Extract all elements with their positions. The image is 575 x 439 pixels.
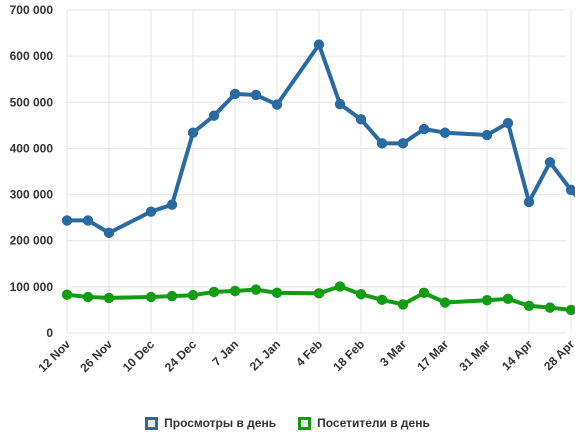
data-point-0[interactable] — [334, 98, 346, 110]
data-point-1[interactable] — [187, 289, 199, 301]
data-point-0[interactable] — [103, 227, 115, 239]
data-point-0[interactable] — [250, 89, 262, 101]
data-point-1[interactable] — [355, 289, 367, 300]
data-point-1[interactable] — [166, 290, 178, 302]
data-point-0[interactable] — [229, 88, 241, 100]
data-point-0[interactable] — [271, 99, 283, 110]
data-point-1[interactable] — [418, 287, 430, 299]
data-point-1[interactable] — [481, 295, 493, 306]
data-point-1[interactable] — [229, 285, 241, 297]
legend-label-views: Просмотры в день — [164, 416, 277, 430]
x-axis-ticks: 12 Nov 26 Nov 10 Dec 24 Dec 7 Jan 21 Jan 4 Feb… — [35, 337, 575, 375]
x-tick-label: 7 Jan — [210, 337, 242, 369]
x-tick-label: 10 Dec — [120, 337, 157, 374]
data-point-1[interactable] — [103, 292, 115, 304]
data-point-1[interactable] — [313, 288, 325, 299]
data-point-1[interactable] — [502, 293, 514, 305]
legend-item-visitors[interactable]: Посетители в день — [298, 416, 430, 430]
line-chart: 0 100 000 200 000 300 000 400 000 500 000 600 … — [10, 3, 575, 375]
y-tick-label: 100 000 — [10, 280, 54, 294]
data-point-1[interactable] — [82, 291, 94, 303]
y-axis-ticks: 0 100 000 200 000 300 000 400 000 500 000 600 … — [10, 3, 54, 340]
data-point-1[interactable] — [61, 289, 73, 300]
data-point-1[interactable] — [523, 300, 535, 311]
y-tick-label: 300 000 — [10, 188, 54, 202]
data-point-0[interactable] — [481, 129, 493, 141]
series-line-0 — [65, 42, 575, 235]
data-point-0[interactable] — [502, 117, 514, 129]
data-point-0[interactable] — [166, 199, 178, 210]
data-point-1[interactable] — [271, 287, 283, 299]
x-tick-label: 26 Nov — [77, 337, 115, 375]
data-point-1[interactable] — [250, 284, 262, 295]
y-tick-label: 500 000 — [10, 95, 54, 109]
data-point-0[interactable] — [355, 114, 367, 125]
data-point-0[interactable] — [418, 123, 430, 135]
grid-layer — [66, 9, 572, 334]
x-tick-label: 14 Apr — [499, 337, 535, 373]
x-tick-label: 28 Apr — [541, 337, 575, 373]
data-point-0[interactable] — [544, 157, 556, 168]
legend: Просмотры в день Посетители в день — [0, 413, 575, 433]
x-tick-label: 17 Mar — [414, 337, 451, 374]
data-point-1[interactable] — [208, 286, 220, 298]
data-point-0[interactable] — [82, 215, 94, 226]
data-point-0[interactable] — [565, 184, 575, 196]
x-tick-label: 12 Nov — [35, 337, 73, 375]
series-layer — [61, 39, 575, 316]
legend-item-views[interactable]: Просмотры в день — [145, 416, 276, 430]
legend-label-visitors: Посетители в день — [317, 416, 430, 430]
data-point-0[interactable] — [439, 127, 451, 138]
data-point-0[interactable] — [523, 196, 535, 208]
data-point-1[interactable] — [376, 294, 388, 305]
data-point-0[interactable] — [208, 110, 220, 121]
data-point-0[interactable] — [61, 215, 73, 226]
legend-swatch-views — [145, 416, 159, 430]
data-point-0[interactable] — [397, 138, 409, 149]
y-tick-label: 400 000 — [10, 141, 54, 155]
data-point-0[interactable] — [376, 138, 388, 149]
x-tick-label: 31 Mar — [456, 337, 493, 374]
x-tick-label: 18 Feb — [330, 337, 367, 374]
legend-swatch-visitors — [298, 416, 312, 430]
data-point-1[interactable] — [439, 297, 451, 308]
data-point-1[interactable] — [544, 302, 556, 313]
data-point-1[interactable] — [334, 281, 346, 292]
data-point-0[interactable] — [187, 127, 199, 138]
data-point-0[interactable] — [145, 206, 157, 217]
x-tick-label: 21 Jan — [247, 337, 283, 373]
data-point-1[interactable] — [145, 291, 157, 303]
y-tick-label: 600 000 — [10, 49, 54, 63]
y-tick-label: 0 — [46, 326, 53, 340]
x-tick-label: 4 Feb — [293, 337, 325, 369]
data-point-0[interactable] — [313, 39, 325, 50]
y-tick-label: 200 000 — [10, 234, 54, 248]
data-point-1[interactable] — [397, 299, 409, 310]
y-tick-label: 700 000 — [10, 3, 54, 17]
data-point-1[interactable] — [565, 304, 575, 316]
x-tick-label: 3 Mar — [377, 337, 409, 369]
x-tick-label: 24 Dec — [162, 337, 199, 374]
